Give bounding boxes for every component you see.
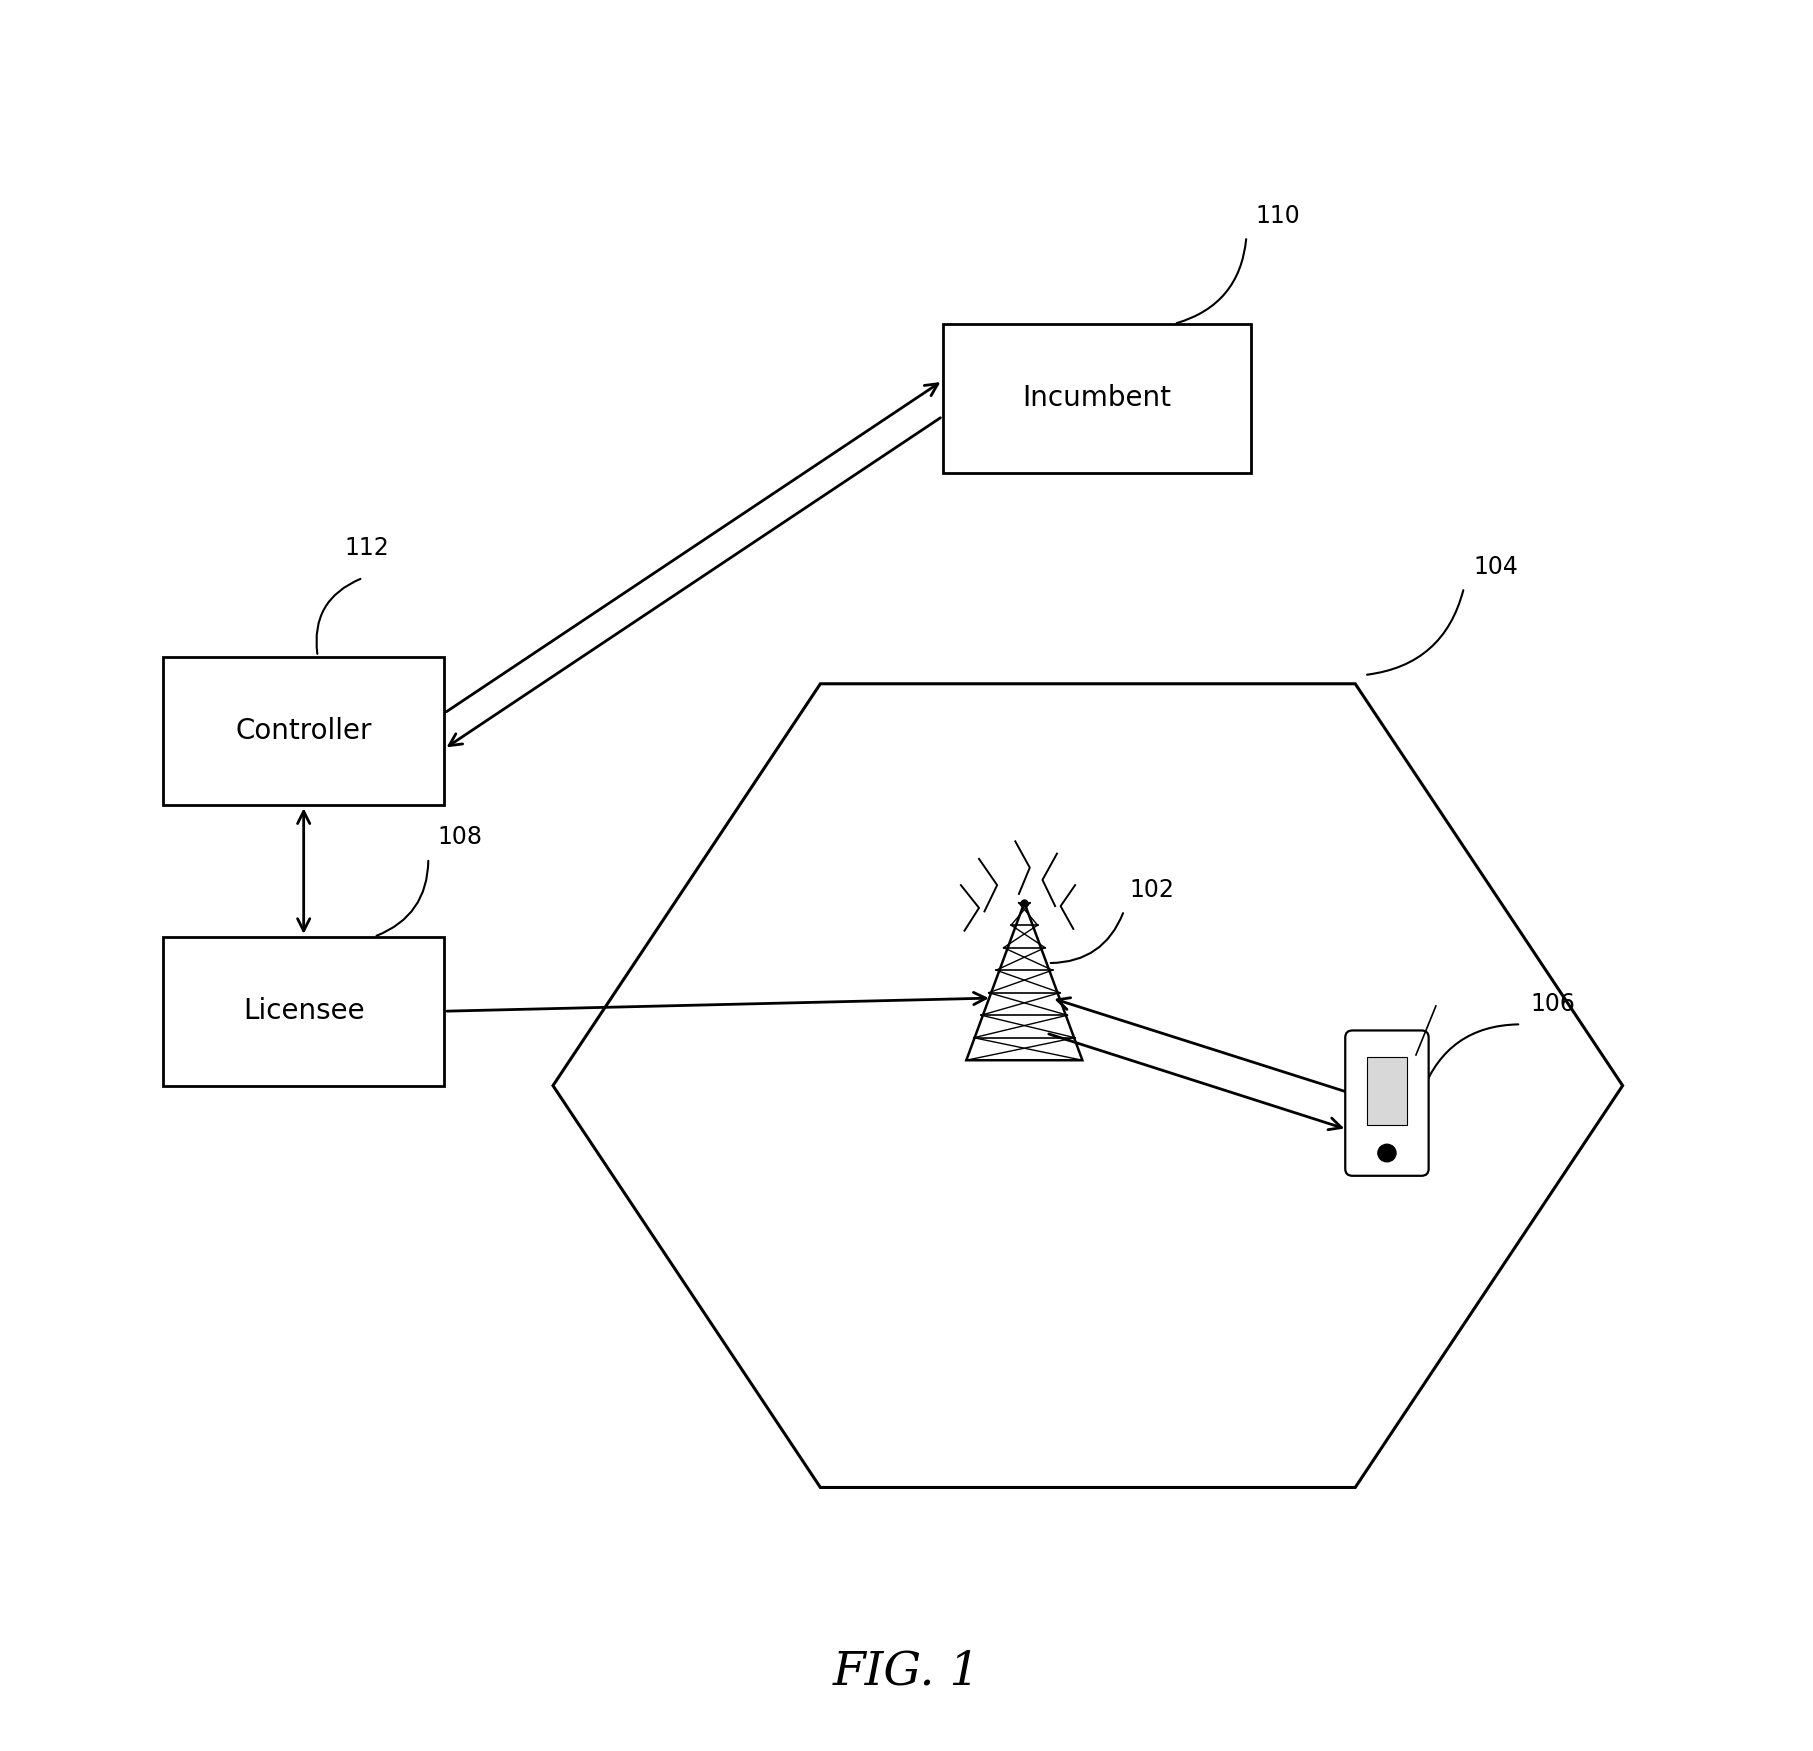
Text: 112: 112 — [344, 536, 390, 560]
FancyBboxPatch shape — [163, 937, 444, 1086]
Text: 104: 104 — [1474, 555, 1517, 580]
FancyBboxPatch shape — [1367, 1058, 1407, 1126]
Text: 106: 106 — [1530, 991, 1575, 1016]
Text: Controller: Controller — [236, 718, 372, 744]
FancyBboxPatch shape — [1345, 1030, 1429, 1177]
Text: 102: 102 — [1129, 877, 1175, 902]
FancyBboxPatch shape — [943, 324, 1251, 473]
Circle shape — [1378, 1145, 1396, 1163]
Text: FIG. 1: FIG. 1 — [832, 1649, 981, 1695]
Text: 110: 110 — [1256, 203, 1300, 228]
Text: Licensee: Licensee — [243, 998, 364, 1024]
FancyBboxPatch shape — [163, 657, 444, 805]
Text: Incumbent: Incumbent — [1023, 385, 1171, 411]
Text: 108: 108 — [437, 825, 482, 849]
